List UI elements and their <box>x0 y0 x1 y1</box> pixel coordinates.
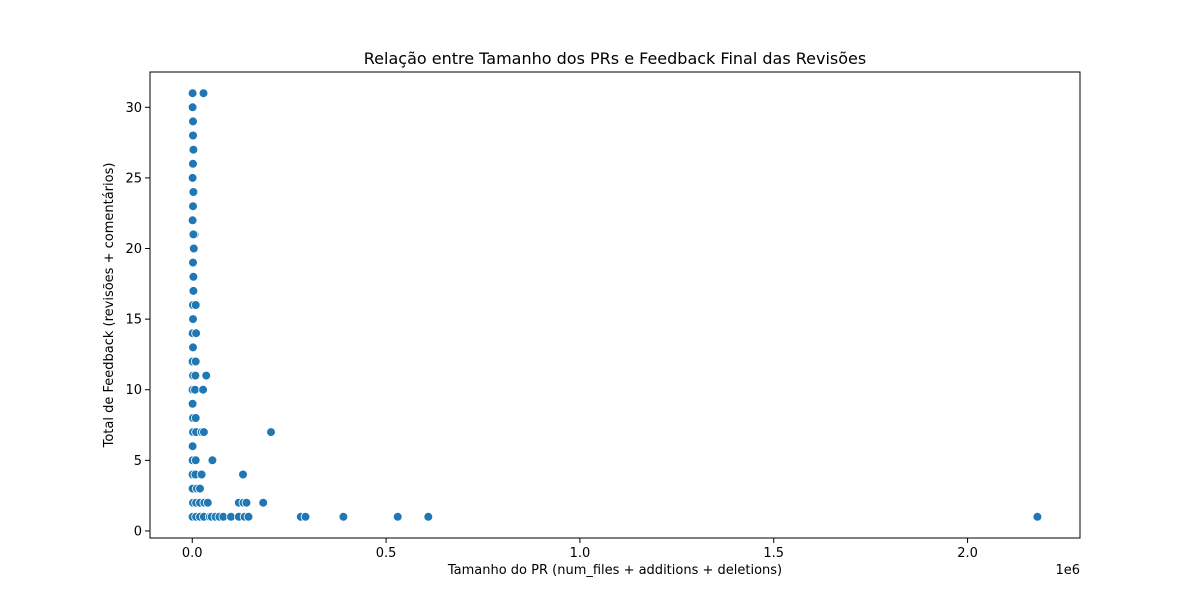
data-point <box>187 102 198 113</box>
data-point <box>188 201 198 212</box>
y-tick-label: 5 <box>134 454 142 469</box>
data-point <box>190 384 200 395</box>
x-tick-label: 0.5 <box>376 546 397 561</box>
data-point <box>199 427 209 437</box>
x-axis-offset-label: 1e6 <box>1055 563 1080 578</box>
data-point <box>188 229 199 240</box>
data-point <box>423 511 434 522</box>
x-tick-label: 1.0 <box>570 546 591 561</box>
y-axis-label: Total de Feedback (revisões + comentário… <box>102 163 117 449</box>
y-tick-label: 15 <box>125 313 142 328</box>
y-tick-label: 0 <box>134 524 142 539</box>
y-tick-label: 10 <box>125 383 142 398</box>
data-point <box>188 342 198 353</box>
data-point <box>187 398 198 409</box>
scatter-points <box>187 88 1043 522</box>
data-point <box>1032 511 1043 522</box>
y-axis-ticks: 0 5 10 15 20 25 30 <box>125 101 150 539</box>
data-point <box>258 497 269 508</box>
data-point <box>190 370 201 381</box>
data-point <box>187 215 198 226</box>
data-point <box>188 130 198 141</box>
data-point <box>300 511 311 522</box>
data-point <box>195 483 205 494</box>
data-point <box>196 469 207 480</box>
data-point <box>207 455 218 466</box>
x-axis-label: Tamanho do PR (num_files + additions + d… <box>447 563 782 578</box>
x-tick-label: 2.0 <box>957 546 978 561</box>
data-point <box>188 159 198 169</box>
data-point <box>187 173 198 183</box>
data-point <box>191 328 201 339</box>
y-tick-label: 30 <box>125 101 142 116</box>
data-point <box>190 455 201 466</box>
data-point <box>188 271 199 282</box>
y-tick-label: 25 <box>125 171 142 186</box>
data-point <box>187 88 198 98</box>
data-point <box>201 370 212 381</box>
data-point <box>190 300 201 310</box>
data-point <box>266 427 276 437</box>
x-tick-label: 0.0 <box>182 546 203 561</box>
data-point <box>188 187 199 197</box>
data-point <box>241 497 252 508</box>
data-point <box>189 243 199 254</box>
data-point <box>188 116 198 127</box>
data-point <box>203 497 213 508</box>
data-point <box>190 413 201 423</box>
plot-frame <box>149 71 1081 539</box>
x-tick-label: 1.5 <box>763 546 784 561</box>
data-point <box>188 286 199 296</box>
data-point <box>188 257 198 268</box>
data-point <box>187 441 198 452</box>
y-tick-label: 20 <box>125 242 142 257</box>
data-point <box>198 88 209 98</box>
data-point <box>198 384 208 395</box>
data-point <box>392 511 403 522</box>
chart-title: Relação entre Tamanho dos PRs e Feedback… <box>364 49 866 68</box>
data-point <box>238 469 248 480</box>
data-point <box>188 144 199 155</box>
data-point <box>188 314 198 324</box>
data-point <box>338 511 349 522</box>
x-axis-ticks: 0.0 0.5 1.0 1.5 2.0 <box>182 538 978 561</box>
data-point <box>243 511 254 522</box>
data-point <box>190 356 201 367</box>
